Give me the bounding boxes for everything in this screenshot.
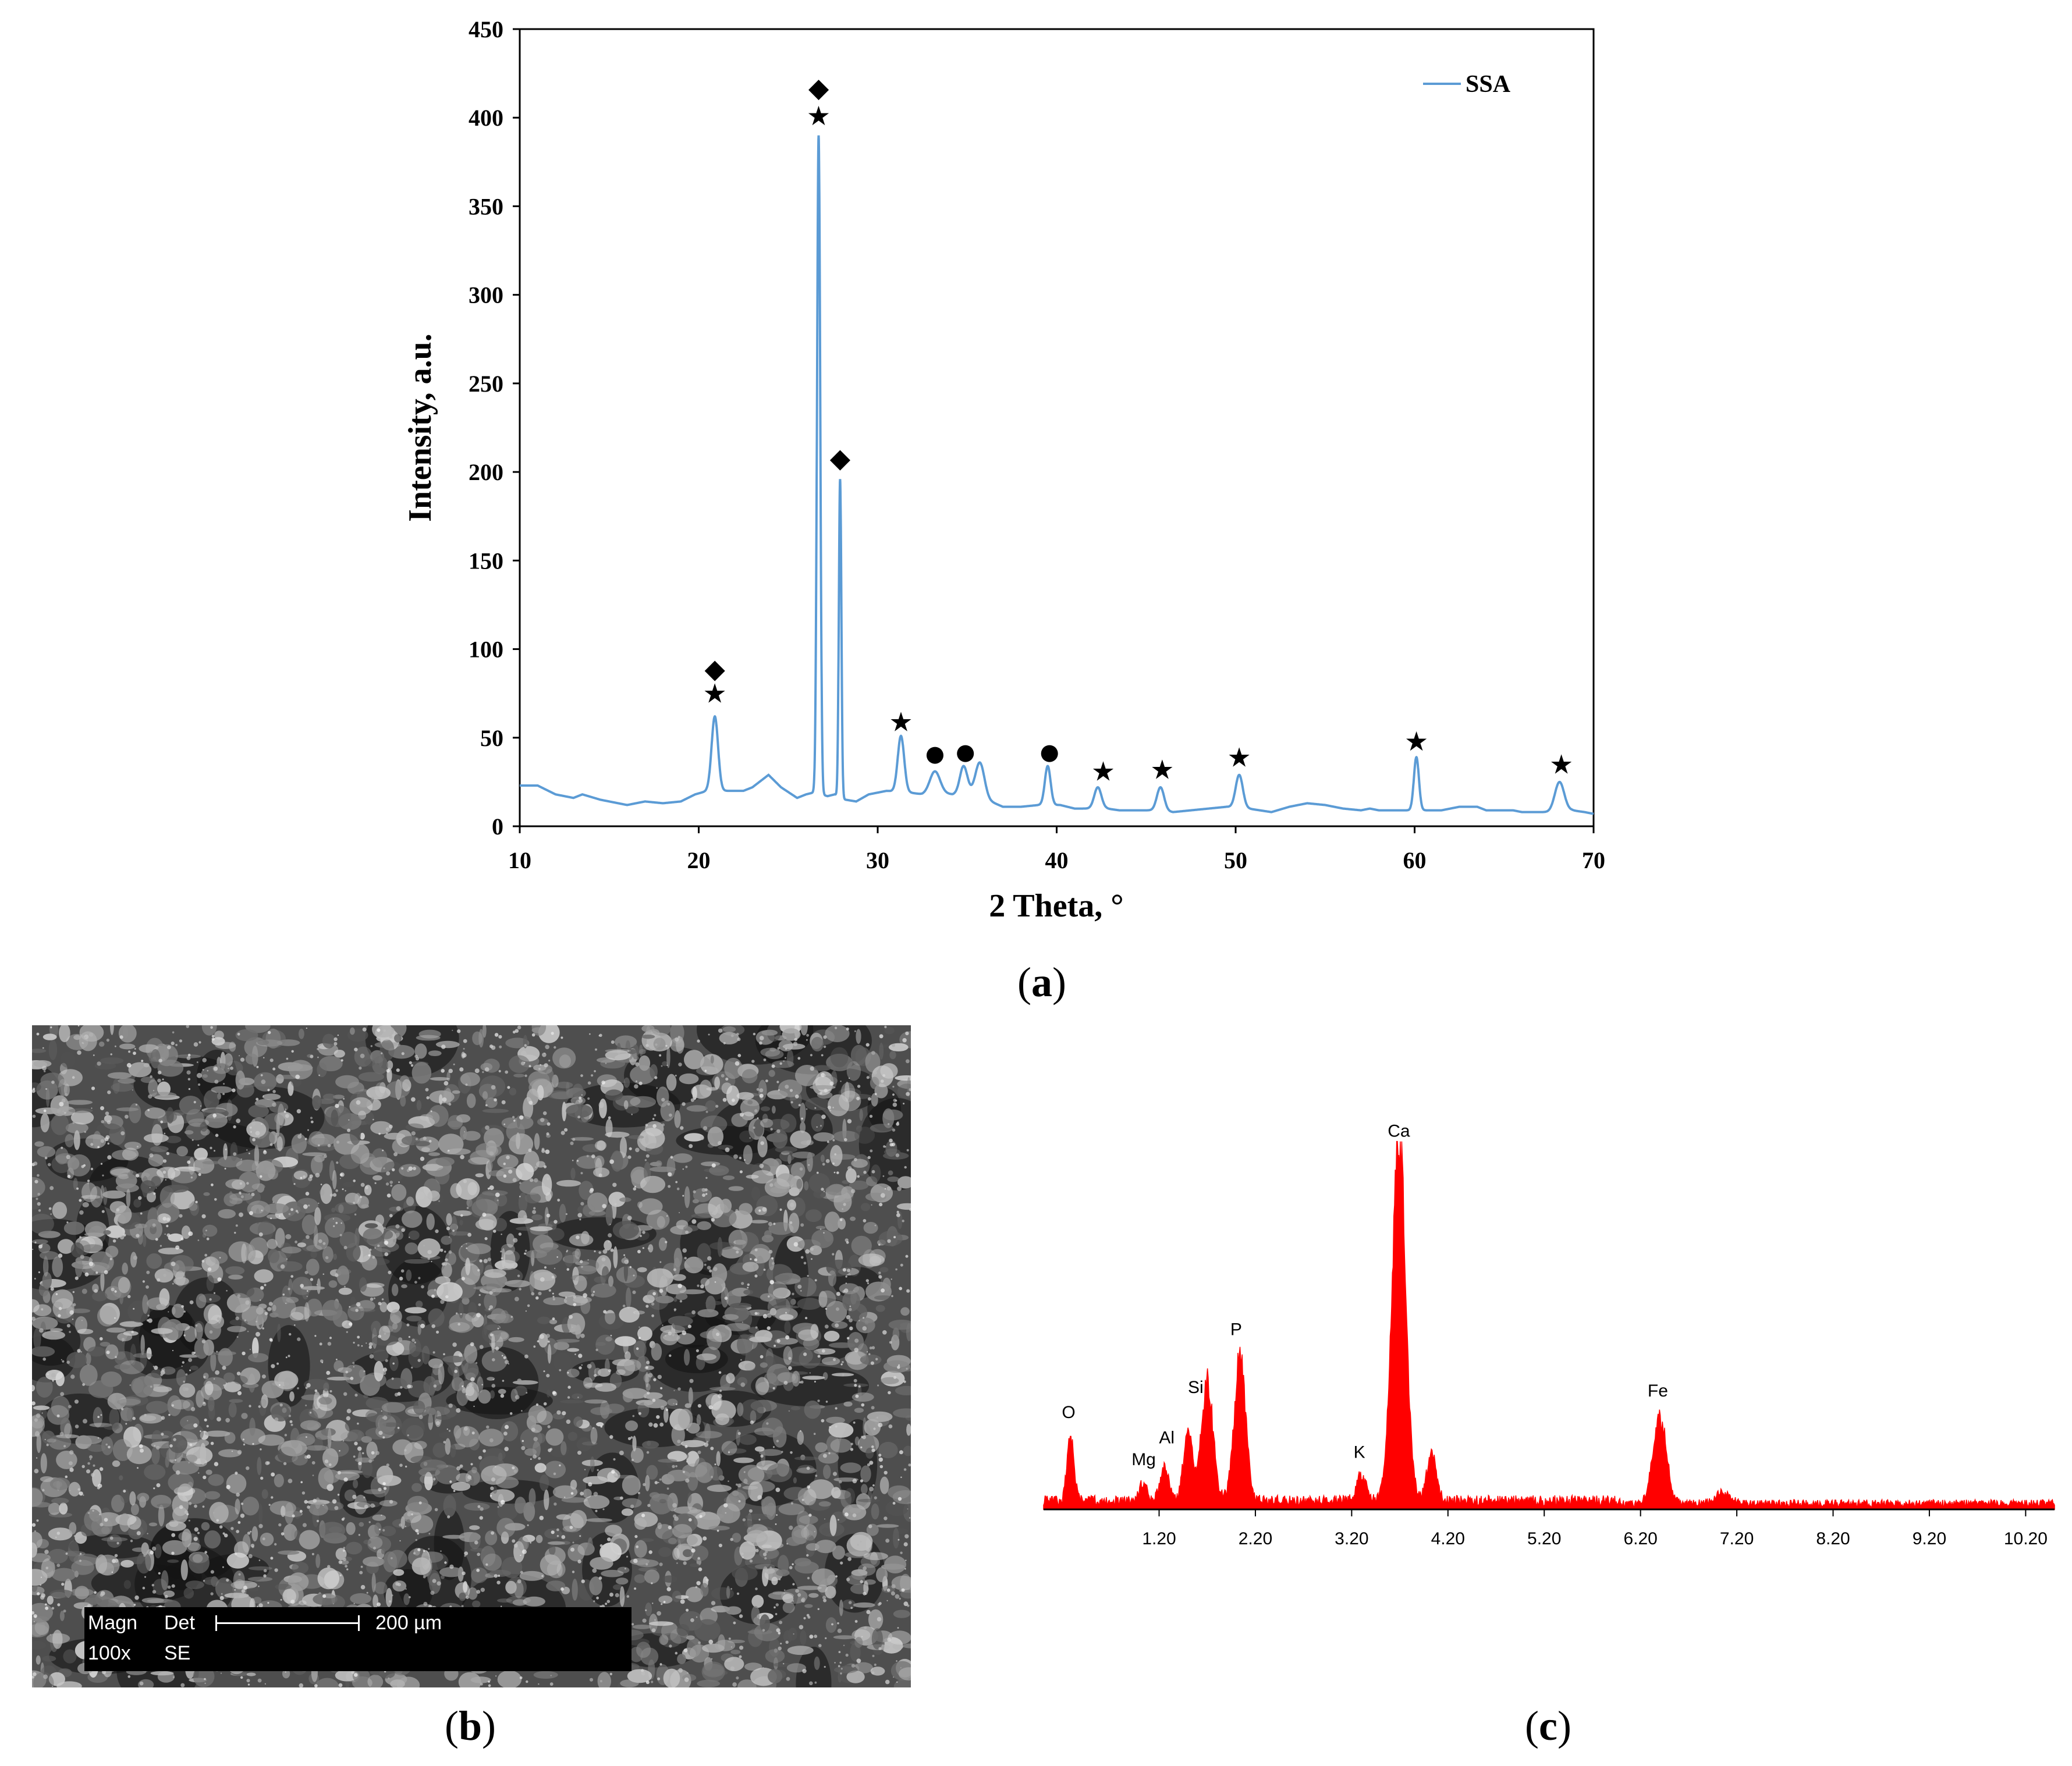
sem-micrograph: Magn Det 200 µm 100x SE bbox=[32, 1025, 911, 1687]
panel-label-c: (c) bbox=[1525, 1703, 1571, 1749]
y-tick-label: 150 bbox=[469, 548, 503, 574]
sem-data-bar: Magn Det 200 µm 100x SE bbox=[84, 1607, 631, 1671]
phase-marker: ★ bbox=[1549, 748, 1573, 780]
sem-magn-value: 100x bbox=[88, 1642, 131, 1664]
y-tick-label: 450 bbox=[469, 16, 503, 42]
panel-label-b: (b) bbox=[445, 1703, 496, 1749]
eds-x-tick-label: 8.20 bbox=[1816, 1529, 1850, 1548]
eds-element-label: K bbox=[1354, 1442, 1365, 1462]
phase-marker: ● bbox=[925, 741, 945, 766]
phase-marker: ● bbox=[1040, 739, 1059, 765]
phase-marker: ★ bbox=[1091, 756, 1115, 787]
phase-marker: ★ bbox=[889, 706, 913, 737]
y-tick-label: 100 bbox=[469, 637, 503, 663]
y-tick-label: 250 bbox=[469, 371, 503, 397]
panel-letter-c: c bbox=[1539, 1703, 1557, 1749]
series-line-ssa bbox=[520, 135, 1594, 815]
x-axis-label: 2 Theta, ° bbox=[989, 888, 1123, 924]
x-tick-label: 70 bbox=[1582, 847, 1605, 873]
eds-element-label: O bbox=[1062, 1403, 1075, 1422]
xrd-chart: 0 50 100 150 200 250 300 350 400 450 10 20 30 40 50 60… bbox=[402, 16, 1605, 924]
eds-x-tick-label: 6.20 bbox=[1623, 1529, 1657, 1548]
y-tick-label: 200 bbox=[469, 459, 503, 485]
x-tick-label: 10 bbox=[508, 847, 531, 873]
eds-element-label: Al bbox=[1159, 1429, 1175, 1448]
y-tick-label: 300 bbox=[469, 282, 503, 308]
eds-element-label: Fe bbox=[1648, 1381, 1668, 1401]
sem-image bbox=[32, 1025, 911, 1687]
phase-marker: ◆ bbox=[704, 653, 725, 684]
y-tick-label: 350 bbox=[469, 193, 503, 219]
legend: SSA bbox=[1423, 71, 1511, 98]
eds-element-label: P bbox=[1230, 1320, 1242, 1339]
phase-marker: ● bbox=[956, 739, 975, 765]
eds-x-tick-label: 2.20 bbox=[1239, 1529, 1272, 1548]
x-tick-label: 30 bbox=[866, 847, 889, 873]
legend-label: SSA bbox=[1466, 71, 1511, 98]
x-tick-label: 50 bbox=[1224, 847, 1247, 873]
sem-det-value: SE bbox=[164, 1642, 191, 1664]
eds-x-axis-ticks: 1.20 2.20 3.20 4.20 5.20 6.20 7.20 8.20 9.20 10.2… bbox=[1142, 1509, 2048, 1548]
phase-marker: ★ bbox=[703, 678, 727, 709]
eds-element-label: Mg bbox=[1131, 1450, 1156, 1469]
eds-x-tick-label: 5.20 bbox=[1527, 1529, 1561, 1548]
phase-marker: ★ bbox=[1227, 741, 1251, 773]
x-tick-label: 20 bbox=[687, 847, 711, 873]
phase-markers: ★◆★◆◆★● ● ●★ ★ ★★★ bbox=[703, 72, 1574, 787]
x-axis-ticks: 10 20 30 40 50 60 70 bbox=[508, 826, 1605, 873]
y-tick-label: 400 bbox=[469, 105, 503, 131]
y-tick-label: 0 bbox=[492, 813, 503, 840]
eds-spectrum-fill bbox=[1043, 1140, 2055, 1510]
y-tick-label: 50 bbox=[480, 725, 503, 751]
eds-element-label: Ca bbox=[1388, 1122, 1410, 1141]
x-tick-label: 40 bbox=[1045, 847, 1069, 873]
panel-letter-b: b bbox=[459, 1703, 482, 1749]
sem-magn-label: Magn bbox=[88, 1612, 138, 1634]
eds-x-tick-label: 4.20 bbox=[1431, 1529, 1465, 1548]
eds-element-label: Si bbox=[1188, 1378, 1204, 1397]
eds-x-tick-label: 7.20 bbox=[1720, 1529, 1754, 1548]
y-axis-ticks: 0 50 100 150 200 250 300 350 400 450 bbox=[469, 16, 520, 840]
eds-x-tick-label: 1.20 bbox=[1142, 1529, 1176, 1548]
y-axis-label: Intensity, a.u. bbox=[402, 333, 438, 522]
phase-marker: ★ bbox=[1150, 754, 1174, 786]
scale-bar-cap-left bbox=[215, 1615, 217, 1631]
panel-label-a: (a) bbox=[1017, 959, 1066, 1005]
panel-letter-a: a bbox=[1031, 959, 1052, 1005]
sem-det-label: Det bbox=[164, 1612, 195, 1634]
phase-marker: ◆ bbox=[830, 442, 851, 474]
sem-scale-label: 200 µm bbox=[375, 1612, 442, 1634]
eds-x-tick-label: 3.20 bbox=[1335, 1529, 1368, 1548]
scale-bar bbox=[215, 1622, 360, 1624]
scale-bar-cap-right bbox=[358, 1615, 360, 1631]
phase-marker: ★ bbox=[1404, 726, 1428, 757]
plot-frame bbox=[519, 28, 1595, 827]
eds-x-tick-label: 9.20 bbox=[1913, 1529, 1946, 1548]
phase-marker: ◆ bbox=[808, 72, 829, 103]
eds-x-tick-label: 10.20 bbox=[2004, 1529, 2048, 1548]
x-tick-label: 60 bbox=[1403, 847, 1427, 873]
phase-marker: ★ bbox=[807, 100, 831, 132]
eds-spectrum: 1.20 2.20 3.20 4.20 5.20 6.20 7.20 8.20 9.20 10.2… bbox=[1043, 1122, 2055, 1548]
